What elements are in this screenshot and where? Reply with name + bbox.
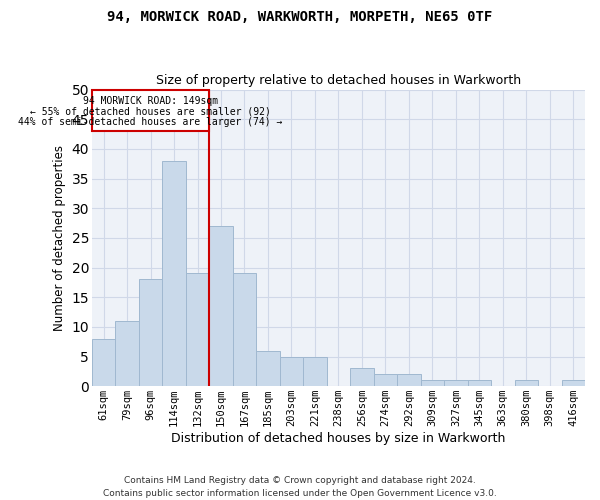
Bar xyxy=(256,350,280,386)
Text: 94 MORWICK ROAD: 149sqm: 94 MORWICK ROAD: 149sqm xyxy=(83,96,218,106)
Text: Contains HM Land Registry data © Crown copyright and database right 2024.
Contai: Contains HM Land Registry data © Crown c… xyxy=(103,476,497,498)
Bar xyxy=(92,338,115,386)
Bar xyxy=(303,356,326,386)
Bar xyxy=(374,374,397,386)
Y-axis label: Number of detached properties: Number of detached properties xyxy=(53,145,66,331)
Bar xyxy=(209,226,233,386)
Bar xyxy=(139,280,162,386)
Bar xyxy=(186,274,209,386)
Bar xyxy=(350,368,374,386)
Title: Size of property relative to detached houses in Warkworth: Size of property relative to detached ho… xyxy=(156,74,521,87)
X-axis label: Distribution of detached houses by size in Warkworth: Distribution of detached houses by size … xyxy=(171,432,506,445)
Bar xyxy=(467,380,491,386)
Bar xyxy=(115,321,139,386)
Text: 44% of semi-detached houses are larger (74) →: 44% of semi-detached houses are larger (… xyxy=(19,116,283,126)
Bar xyxy=(562,380,585,386)
Bar xyxy=(421,380,444,386)
Bar xyxy=(280,356,303,386)
Bar xyxy=(397,374,421,386)
Bar xyxy=(233,274,256,386)
Bar xyxy=(92,90,209,131)
Bar xyxy=(515,380,538,386)
Text: ← 55% of detached houses are smaller (92): ← 55% of detached houses are smaller (92… xyxy=(30,106,271,117)
Bar xyxy=(444,380,467,386)
Text: 94, MORWICK ROAD, WARKWORTH, MORPETH, NE65 0TF: 94, MORWICK ROAD, WARKWORTH, MORPETH, NE… xyxy=(107,10,493,24)
Bar xyxy=(162,160,186,386)
